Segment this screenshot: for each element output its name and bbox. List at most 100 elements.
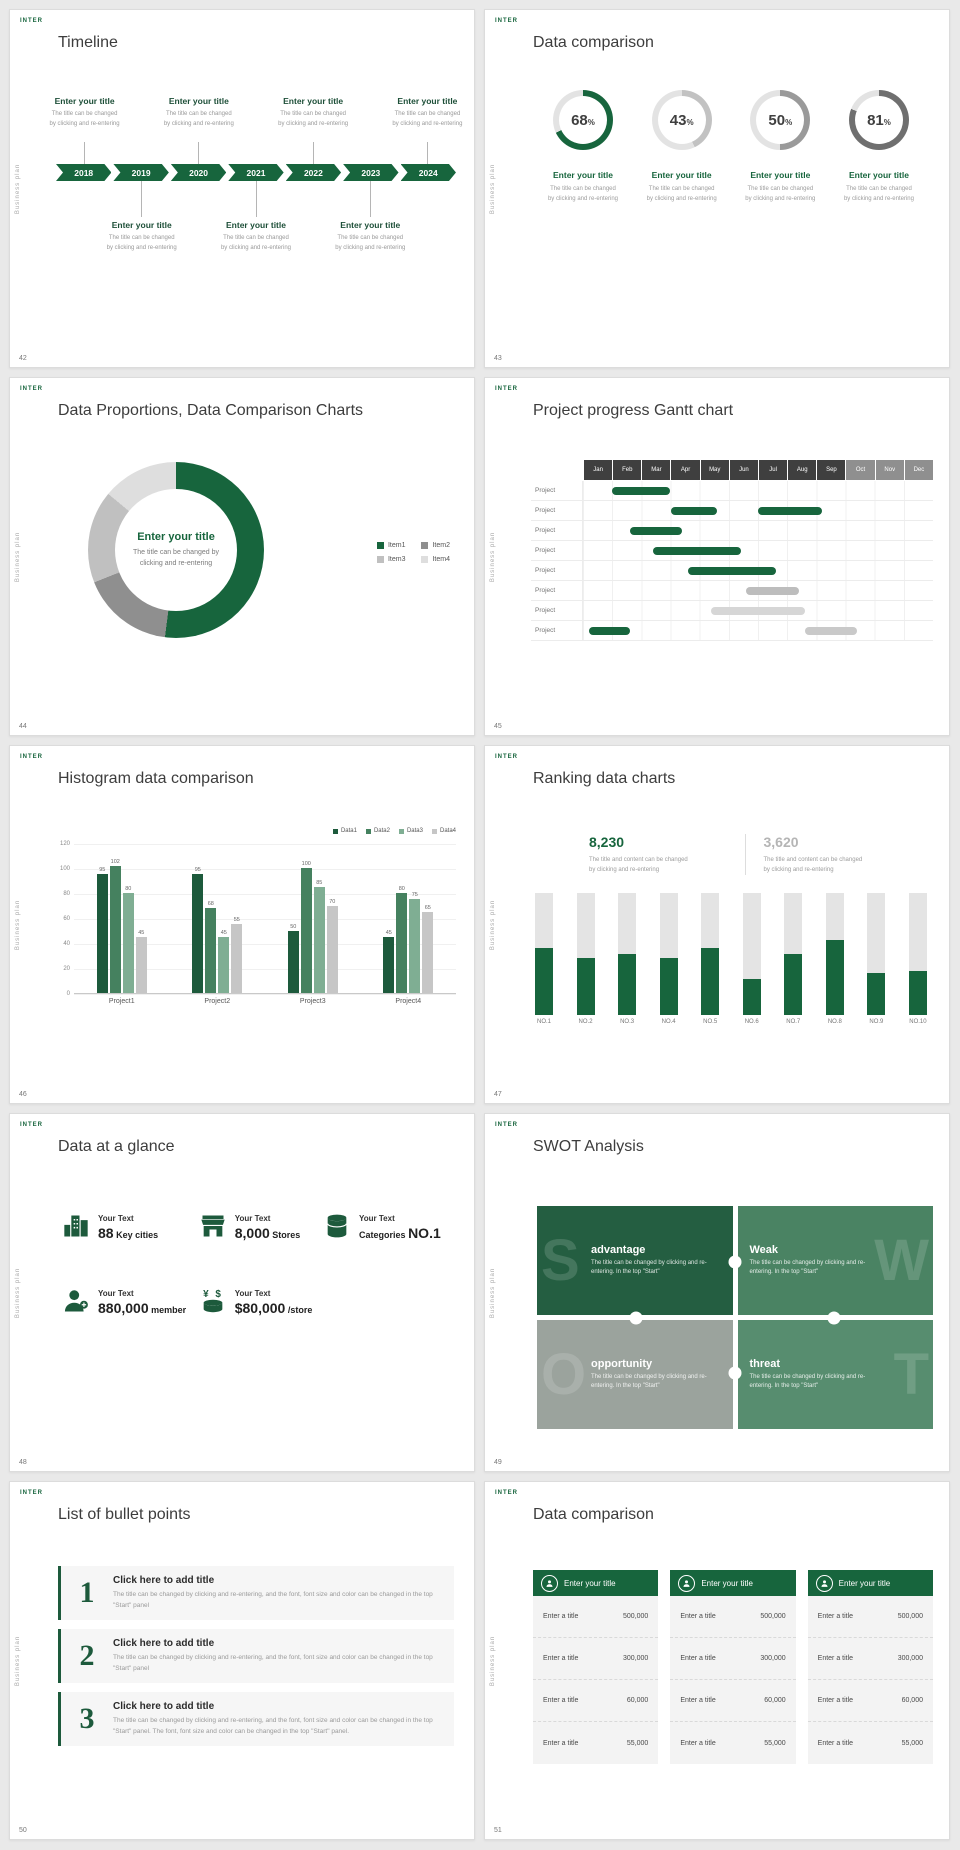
comparison-tables: Enter your title Enter a title 500,000 Ente… [533, 1570, 933, 1764]
bar-column: 75 [409, 844, 421, 993]
slide-50-bullet-points[interactable]: INTER Business plan List of bullet point… [9, 1481, 475, 1840]
year-label: 2022 [303, 167, 323, 178]
slide-47-ranking[interactable]: INTER Business plan Ranking data charts … [484, 745, 950, 1104]
slide-number: 51 [494, 1827, 502, 1834]
gantt-month-header: Nov [875, 460, 904, 480]
y-tick-label: 0 [66, 991, 70, 997]
bullet-text: Click here to add title The title can be … [113, 1575, 442, 1611]
bar [313, 886, 325, 993]
table-title: Enter your title [701, 1578, 753, 1588]
percent-sign: % [587, 118, 595, 127]
donut-center-caption: clicking and re-entering [139, 560, 213, 567]
gantt-lane [583, 621, 933, 640]
inter-logo: INTER [20, 386, 43, 392]
plot-area: NO.1 NO.2 NO.3 NO.4 NO.5 NO.6 NO.7 NO.8 NO.9 NO.1… [531, 893, 931, 1025]
bar-value-label: 55 [233, 917, 240, 924]
coins-icon: ¥ $ [199, 1287, 227, 1320]
stat-text: Your Text 8,000 Stores [235, 1214, 301, 1243]
row-value: 55,000 [901, 1739, 923, 1747]
member-icon [62, 1287, 90, 1320]
stat-value-row: 88 Key cities [98, 1225, 158, 1243]
stat-caption: by clicking and re-entering [763, 867, 834, 874]
row-label: Enter a title [817, 1655, 854, 1662]
puzzle-notch [629, 1311, 643, 1324]
stat-unit: Key cities [113, 1230, 159, 1240]
legend-label: Item3 [387, 556, 406, 563]
legend-swatch [376, 556, 384, 563]
slide-42-timeline[interactable]: INTER Business plan Timeline 2018 2019 202… [9, 9, 475, 368]
side-label: Business plan [490, 899, 496, 950]
table-body: Enter a title 500,000 Enter a title 300,000… [807, 1596, 933, 1764]
table-row: Enter a title 300,000 [533, 1638, 659, 1680]
slide-number: 42 [19, 355, 27, 362]
slide-46-histogram[interactable]: INTER Business plan Histogram data compa… [9, 745, 475, 1104]
swot-letter-watermark: T [893, 1341, 929, 1407]
row-label: Enter a title [680, 1613, 716, 1620]
bar-track [618, 893, 637, 1016]
bar-value-label: 95 [99, 867, 106, 874]
slide-number: 45 [494, 723, 502, 730]
x-tick-label: NO.1 [536, 1019, 551, 1026]
slide-number: 44 [19, 723, 27, 730]
side-label: Business plan [15, 531, 21, 582]
slide-title: Ranking data charts [533, 770, 676, 787]
x-tick-label: NO.3 [620, 1019, 635, 1026]
table-row: Enter a title 300,000 [807, 1638, 933, 1680]
bar-track [659, 893, 678, 1016]
row-label: Enter a title [817, 1739, 854, 1747]
ring-item-title: Enter your title [553, 170, 613, 180]
swot-caption: The title can be changed by clicking and… [749, 1259, 866, 1275]
slide-title: Data at a glance [58, 1138, 175, 1155]
bar-column: 45 [383, 844, 395, 993]
table-title: Enter your title [564, 1578, 616, 1588]
gantt-lane [583, 541, 933, 560]
gantt-row-label: Project [531, 481, 583, 500]
bar-column: 95 [192, 844, 204, 993]
slide-51-data-comparison-tables[interactable]: INTER Business plan Data comparison Ente… [484, 1481, 950, 1840]
table-row: Enter a title 60,000 [807, 1680, 933, 1722]
bar-group: 95 68 45 55 [192, 844, 243, 993]
bar [231, 924, 243, 993]
bullet-item: 2 Click here to add title The title can be… [58, 1629, 454, 1684]
stats-grid: Your Text 88 Key cities Your Text 8,000 Sto… [62, 1212, 460, 1320]
bar-column: NO.8 [822, 893, 848, 1025]
data-table: Enter your title Enter a title 500,000 Ente… [670, 1570, 796, 1764]
slide-45-gantt[interactable]: INTER Business plan Project progress Gan… [484, 377, 950, 736]
gantt-row-label: Project [531, 581, 583, 600]
stat-value: 8,000 [234, 1225, 270, 1241]
ring-item: 50% Enter your title The title can be chan… [736, 90, 824, 204]
stat-block: 8,230 The title and content can be change… [589, 834, 727, 875]
gridline [74, 994, 456, 995]
timeline-entry-title: Enter your title [111, 220, 172, 230]
gantt-month-header: Apr [671, 460, 700, 480]
table-row: Enter a title 55,000 [670, 1722, 795, 1764]
timeline-entry-caption: by clicking and re-entering [163, 121, 234, 128]
row-value: 300,000 [760, 1655, 786, 1662]
ring-percent-value: 50 [768, 111, 786, 129]
stat-value-row: 8,000 Stores [235, 1225, 301, 1243]
ring-percent-value: 81 [867, 111, 884, 129]
slide-48-data-at-a-glance[interactable]: INTER Business plan Data at a glance You… [9, 1113, 475, 1472]
bar [618, 954, 637, 1016]
bar-value-label: 68 [207, 901, 214, 907]
donut-chart: Enter your title The title can be changed… [58, 454, 458, 709]
slide-44-data-proportions[interactable]: INTER Business plan Data Proportions, Da… [9, 377, 475, 736]
progress-rings-chart: 68% Enter your title The title can be chan… [539, 90, 923, 204]
x-tick-label: NO.5 [703, 1019, 718, 1026]
donut-center-caption: The title can be changed by [132, 548, 219, 556]
timeline-year-segment: 2019 [113, 164, 168, 181]
slide-title: Histogram data comparison [58, 770, 254, 787]
slide-43-data-comparison[interactable]: INTER Business plan Data comparison 68% E… [484, 9, 950, 368]
person-icon [678, 1574, 696, 1592]
gantt-bar [588, 626, 630, 635]
row-label: Enter a title [543, 1739, 579, 1747]
bar [205, 908, 217, 993]
bullet-number: 3 [79, 1702, 95, 1736]
legend-item: Item4 [421, 556, 450, 563]
timeline-entry-caption: The title can be changed [51, 111, 118, 117]
ring-item-title: Enter your title [750, 170, 811, 180]
timeline-year-segment: 2022 [286, 164, 341, 181]
bar [825, 939, 844, 1016]
gantt-month-header: Jan [584, 460, 613, 480]
